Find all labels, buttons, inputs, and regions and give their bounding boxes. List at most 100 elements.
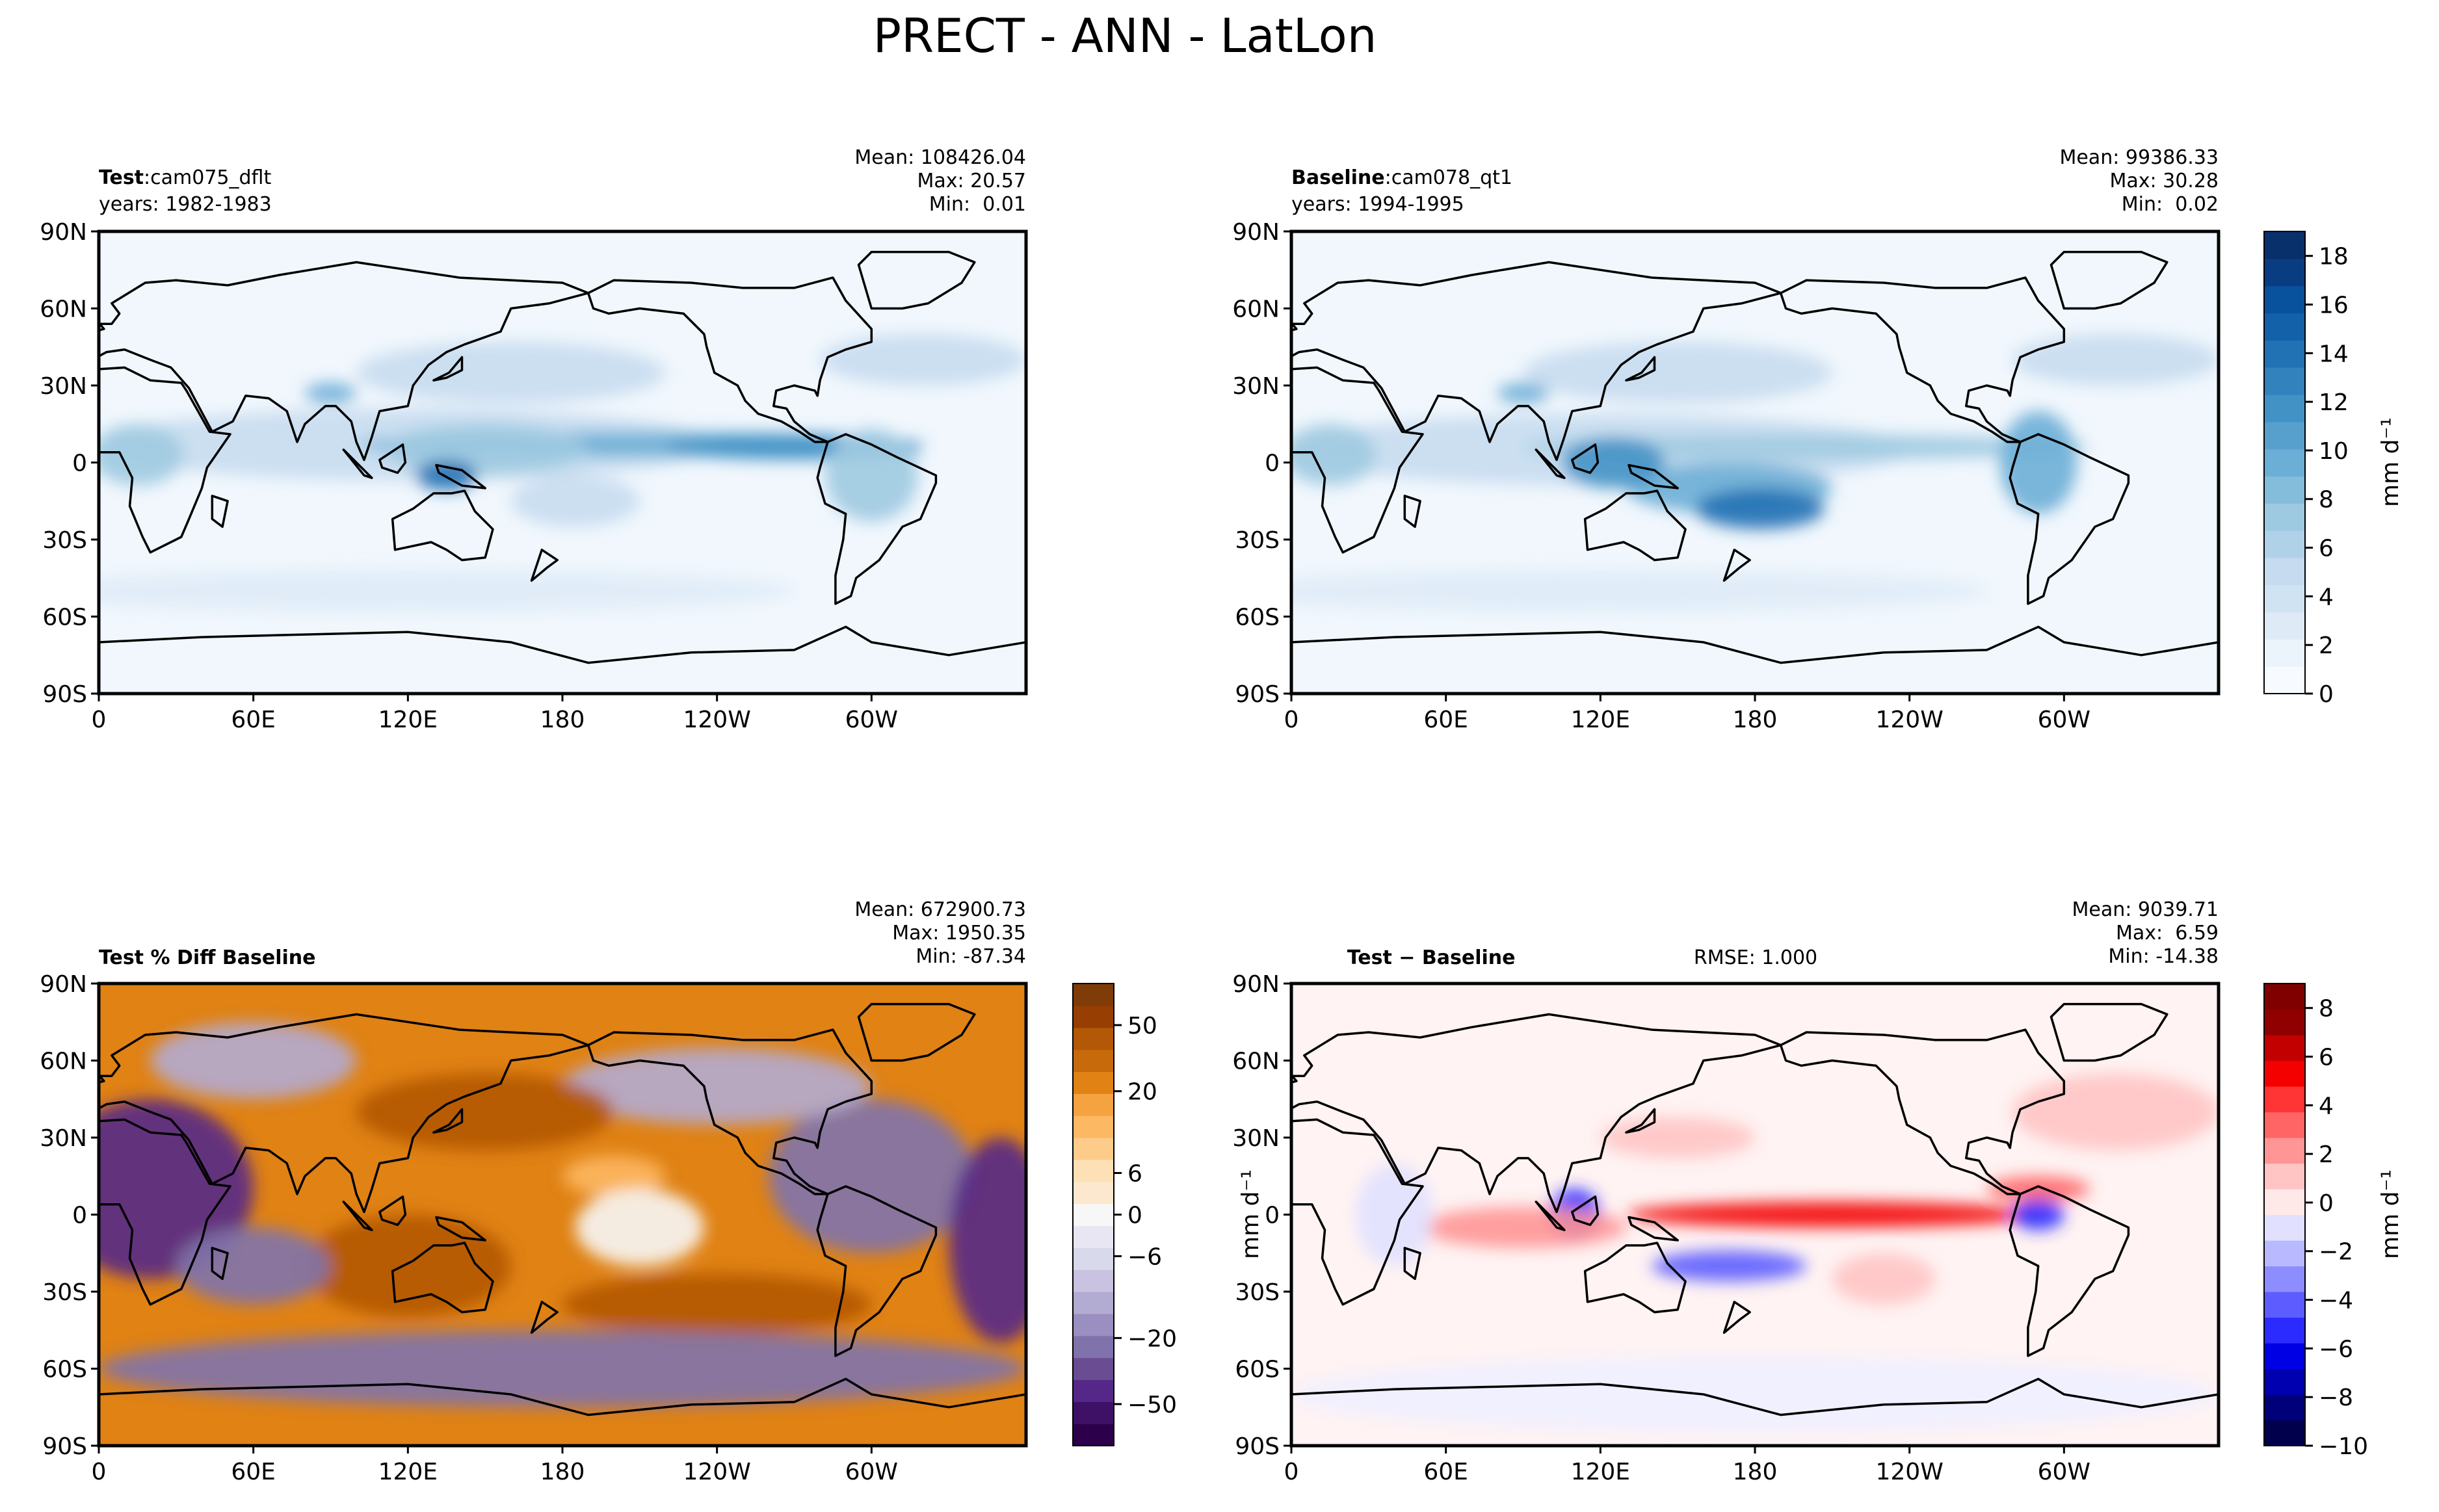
colorbar-cell <box>1073 1401 1114 1424</box>
lon-tick-label: 180 <box>1733 1459 1778 1485</box>
colorbar-frame <box>2263 983 2306 1446</box>
field-blob <box>1291 570 1987 612</box>
lon-tick-label: 180 <box>1733 707 1778 733</box>
colorbar-cell <box>2264 530 2305 558</box>
lat-tick-label: 0 <box>1265 450 1280 477</box>
coastline <box>99 261 590 462</box>
colorbar-cell <box>2264 1009 2305 1036</box>
colorbar-tick-label: 8 <box>2319 487 2334 514</box>
coastline <box>1535 449 1566 479</box>
colorbar-cell <box>1073 984 1114 1006</box>
colorbar-cell <box>2264 639 2305 667</box>
panel-subline: years: 1982-1983 <box>99 193 272 216</box>
colorbar-tick-label: 10 <box>2319 438 2349 465</box>
colorbar-cell <box>2264 584 2305 613</box>
coastline <box>391 1242 494 1314</box>
coastline <box>587 276 873 443</box>
lat-tick-label: 30S <box>42 1279 87 1306</box>
field-blob <box>415 460 478 491</box>
colorbar-tick-label: −10 <box>2319 1433 2368 1460</box>
colorbar-label: mm d⁻¹ <box>2377 417 2404 507</box>
colorbar-tick-label: 0 <box>2319 1190 2334 1217</box>
panel-label-bold: Baseline <box>1291 166 1385 189</box>
colorbar-cell <box>1073 1313 1114 1336</box>
panel-label-rest: cam078_qt1 <box>1391 166 1512 189</box>
field-blob <box>562 1047 872 1125</box>
lon-tick-label: 60W <box>2038 1459 2090 1485</box>
coastlines <box>99 1002 1026 1446</box>
coastline <box>391 489 494 562</box>
panel-label-sep: : <box>144 166 150 189</box>
coastline <box>530 1301 559 1334</box>
colorbar-cell <box>2264 1343 2305 1370</box>
colorbar-tick-label: 12 <box>2319 389 2349 416</box>
coastline <box>1722 1301 1751 1334</box>
colorbar-tick-label: 8 <box>2319 996 2334 1023</box>
field-blob <box>820 334 1026 385</box>
field-blob <box>1523 434 2090 460</box>
colorbar-tick-label: −6 <box>1127 1244 1162 1270</box>
colorbar-cell <box>1073 1049 1114 1073</box>
stat-min: Min: 0.02 <box>2122 193 2219 216</box>
coastline <box>1628 1216 1679 1242</box>
svg-text:Baseline:cam078_qt1: Baseline:cam078_qt1 <box>1291 166 1512 189</box>
colorbar-tick-label: −20 <box>1127 1325 1177 1352</box>
field-blob <box>949 1138 1026 1343</box>
coastline <box>1535 1201 1566 1231</box>
colorbar-tick-label: 20 <box>1127 1079 1157 1106</box>
panel-label-bold: Test <box>99 166 144 189</box>
lat-tick-label: 90N <box>40 971 87 998</box>
colorbar-tick-label: 2 <box>2319 1141 2334 1168</box>
colorbar-cell <box>2264 1035 2305 1062</box>
rmse-label: RMSE: 1.000 <box>1694 946 1817 969</box>
stat-min: Min: -14.38 <box>2108 945 2219 968</box>
coastline <box>2009 433 2130 605</box>
coastlines <box>1291 1002 2219 1446</box>
field-blob <box>1626 1201 2038 1228</box>
coastline <box>1779 1028 2066 1195</box>
colorbar-cell <box>2264 394 2305 423</box>
field-blob <box>99 1330 1026 1407</box>
colorbar-cell <box>1073 1247 1114 1270</box>
lat-tick-label: 60N <box>40 296 87 323</box>
colorbar-cell <box>2264 1266 2305 1292</box>
stat-mean: Mean: 99386.33 <box>2059 146 2219 169</box>
colorbar-cell <box>1073 1203 1114 1227</box>
coastline <box>1291 261 1782 462</box>
colorbar-cell <box>2264 503 2305 531</box>
panel-header: Baseline:cam078_qt1 years: 1994-1995 Mea… <box>1291 146 2219 216</box>
field-blob <box>99 570 795 612</box>
lat-tick-label: 60S <box>1235 1357 1280 1383</box>
colorbar-cell <box>2264 1292 2305 1318</box>
colorbar-cell <box>2264 1112 2305 1138</box>
coastline <box>342 1201 373 1231</box>
lat-tick-label: 60S <box>42 605 87 631</box>
colorbar-tick-label: 18 <box>2319 244 2349 270</box>
stat-max: Max: 20.57 <box>917 170 1026 192</box>
coastline <box>99 1013 590 1214</box>
stat-min: Min: -87.34 <box>916 945 1026 968</box>
stat-max: Max: 1950.35 <box>892 922 1026 945</box>
lat-tick-label: 90S <box>42 681 87 708</box>
colorbar-cell <box>2264 557 2305 586</box>
panel-header: Test − Baseline RMSE: 1.000 Mean: 9039.7… <box>1347 898 2219 969</box>
lat-tick-label: 30S <box>42 527 87 554</box>
field-blob <box>562 1155 666 1197</box>
lon-tick-label: 180 <box>540 1459 585 1485</box>
colorbar-cell <box>1073 1181 1114 1205</box>
panel-label-rest: Baseline <box>1422 946 1516 969</box>
coastline <box>1583 489 1687 562</box>
colorbar-cell <box>2264 1086 2305 1113</box>
lon-tick-label: 180 <box>540 707 585 733</box>
field-blob <box>2012 1199 2064 1231</box>
coastline <box>1403 495 1421 528</box>
colorbar-cell <box>2264 476 2305 504</box>
colorbar-cell <box>2264 1214 2305 1241</box>
panel-label-rest: cam075_dflt <box>150 166 271 189</box>
lon-tick-label: 120E <box>378 707 438 733</box>
lat-tick-label: 0 <box>1265 1203 1280 1229</box>
coastline <box>99 1118 231 1306</box>
lon-tick-label: 120W <box>1876 707 1944 733</box>
colorbar-cell <box>1073 1027 1114 1050</box>
lon-tick-label: 60E <box>231 1459 276 1485</box>
